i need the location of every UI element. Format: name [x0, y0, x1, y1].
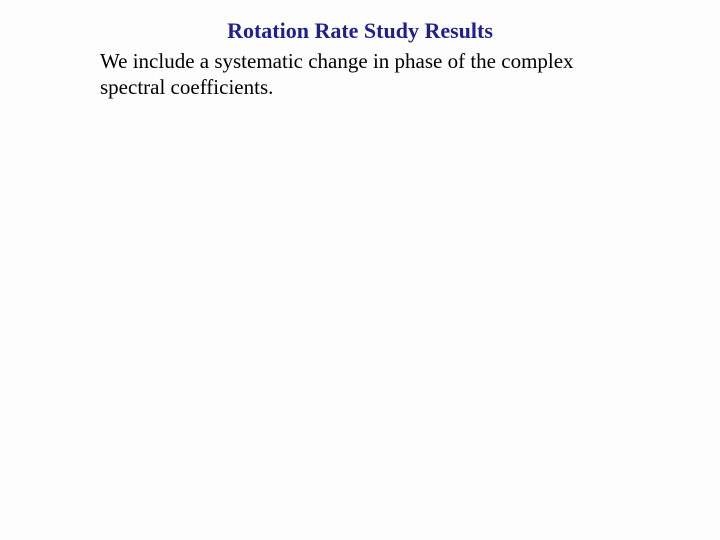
slide: Rotation Rate Study Results We include a…: [0, 0, 720, 540]
slide-body-text: We include a systematic change in phase …: [100, 48, 630, 101]
slide-title: Rotation Rate Study Results: [0, 18, 720, 44]
